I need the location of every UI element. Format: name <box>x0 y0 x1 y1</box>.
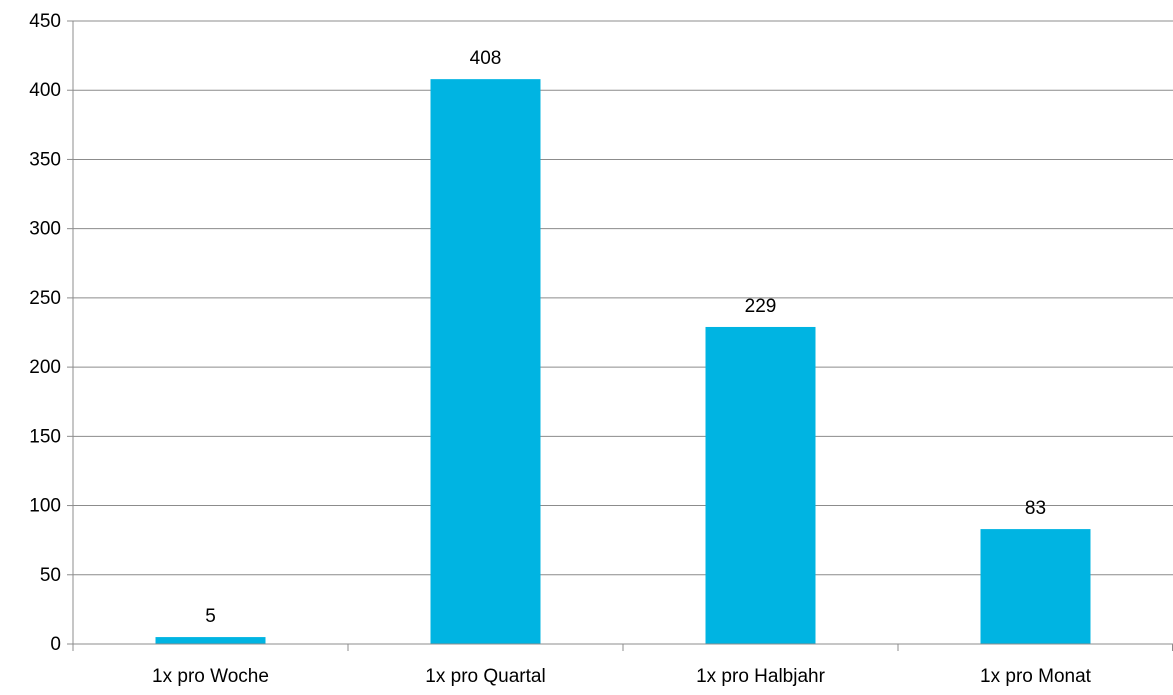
y-tick-label: 150 <box>29 426 61 447</box>
data-label: 83 <box>1025 498 1046 519</box>
x-category-label: 1x pro Monat <box>980 666 1092 687</box>
y-tick-label: 50 <box>40 565 61 586</box>
y-tick-label: 400 <box>29 80 61 101</box>
y-tick-label: 250 <box>29 288 61 309</box>
y-tick-label: 450 <box>29 11 61 32</box>
bars <box>155 79 1091 644</box>
x-category-label: 1x pro Quartal <box>425 666 545 687</box>
bar <box>980 529 1091 644</box>
x-axis-category-labels: 1x pro Woche 1x pro Quartal 1x pro Halbjah… <box>152 666 1092 687</box>
data-label: 5 <box>205 606 216 627</box>
y-tick-label: 300 <box>29 219 61 240</box>
y-axis-tick-labels: 0 50 100 150 200 250 300 350 400 450 <box>29 11 61 655</box>
data-label: 408 <box>470 48 502 69</box>
data-label: 229 <box>745 296 777 317</box>
bar <box>155 637 266 644</box>
data-labels: 5 408 229 83 <box>205 48 1046 627</box>
y-tick-label: 0 <box>50 634 61 655</box>
gridlines <box>67 20 1173 645</box>
y-tick-label: 200 <box>29 357 61 378</box>
y-tick-label: 100 <box>29 496 61 517</box>
y-tick-label: 350 <box>29 149 61 170</box>
axes <box>72 21 1173 651</box>
bar <box>430 79 541 644</box>
bar <box>705 326 816 644</box>
x-category-label: 1x pro Woche <box>152 666 269 687</box>
x-category-label: 1x pro Halbjahr <box>696 666 826 687</box>
